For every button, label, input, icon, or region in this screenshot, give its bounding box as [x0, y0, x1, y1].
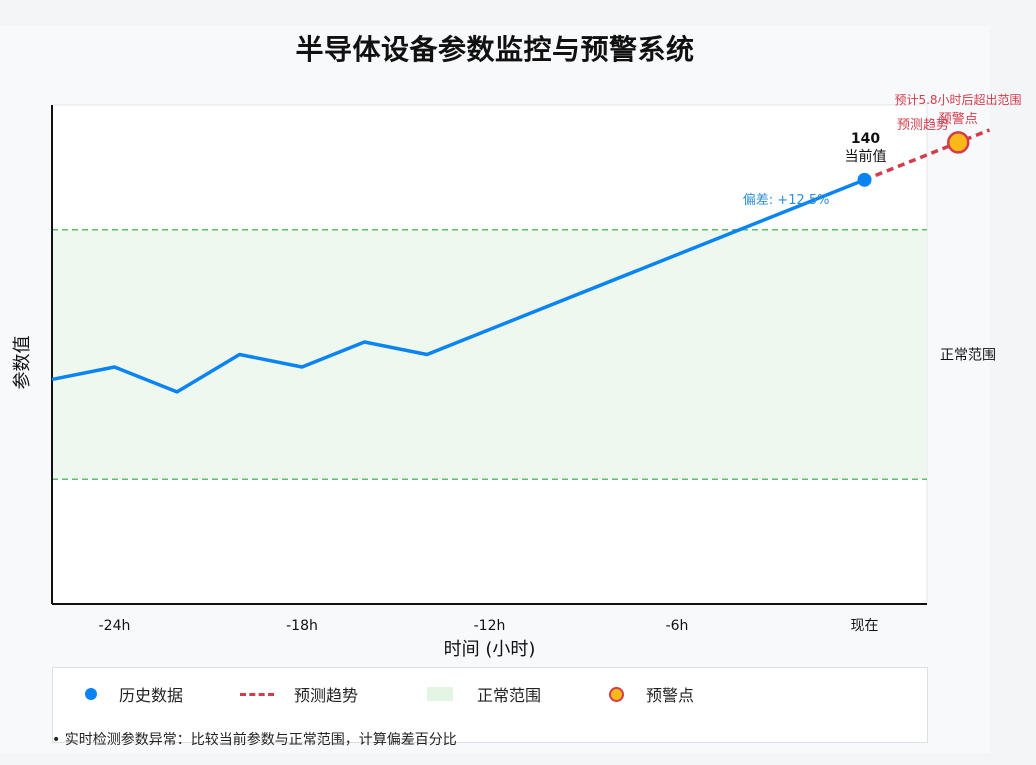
footnote: • 实时检测参数异常：比较当前参数与正常范围，计算偏差百分比	[52, 732, 457, 748]
x-tick-label: 现在	[851, 618, 879, 634]
forecast-trend-label: 预测趋势	[897, 117, 949, 133]
legend-item-normal-range: 正常范围	[427, 683, 541, 705]
warning-point-marker	[947, 131, 970, 154]
legend-history-label: 历史数据	[119, 686, 184, 705]
current-value-number: 140	[851, 131, 880, 147]
legend-forecast-label: 预测趋势	[294, 686, 359, 705]
legend-item-forecast: 预测趋势	[240, 683, 358, 705]
legend-forecast-marker	[240, 692, 274, 696]
warning-annotation: 预计5.8小时后超出范围	[894, 92, 1021, 107]
current-value-label: 当前值	[845, 148, 887, 165]
normal-range-band	[52, 229, 927, 480]
x-tick-label: -24h	[99, 618, 131, 634]
current-value-point	[857, 172, 872, 187]
legend-normal-range-marker	[427, 687, 453, 701]
x-axis-label: 时间 (小时)	[444, 639, 536, 660]
legend-warning-marker	[609, 686, 624, 702]
legend-item-history: 历史数据	[85, 683, 183, 705]
warning-point-label: 预警点	[939, 111, 978, 127]
normal-range-label: 正常范围	[940, 347, 996, 364]
page-title: 半导体设备参数监控与预警系统	[295, 33, 695, 66]
history-series-line	[51, 178, 866, 394]
y-axis-label: 参数值	[12, 336, 33, 390]
x-tick-label: -12h	[474, 618, 506, 634]
chart-legend: 历史数据 预测趋势 正常范围 预警点	[52, 667, 928, 743]
x-tick-label: -18h	[286, 618, 318, 634]
legend-history-marker	[85, 688, 97, 700]
x-tick-label: -6h	[666, 618, 689, 634]
deviation-label: 偏差: +12.5%	[743, 193, 830, 208]
legend-item-warning: 预警点	[609, 683, 694, 705]
legend-normal-range-label: 正常范围	[477, 686, 542, 705]
legend-warning-label: 预警点	[646, 686, 695, 705]
